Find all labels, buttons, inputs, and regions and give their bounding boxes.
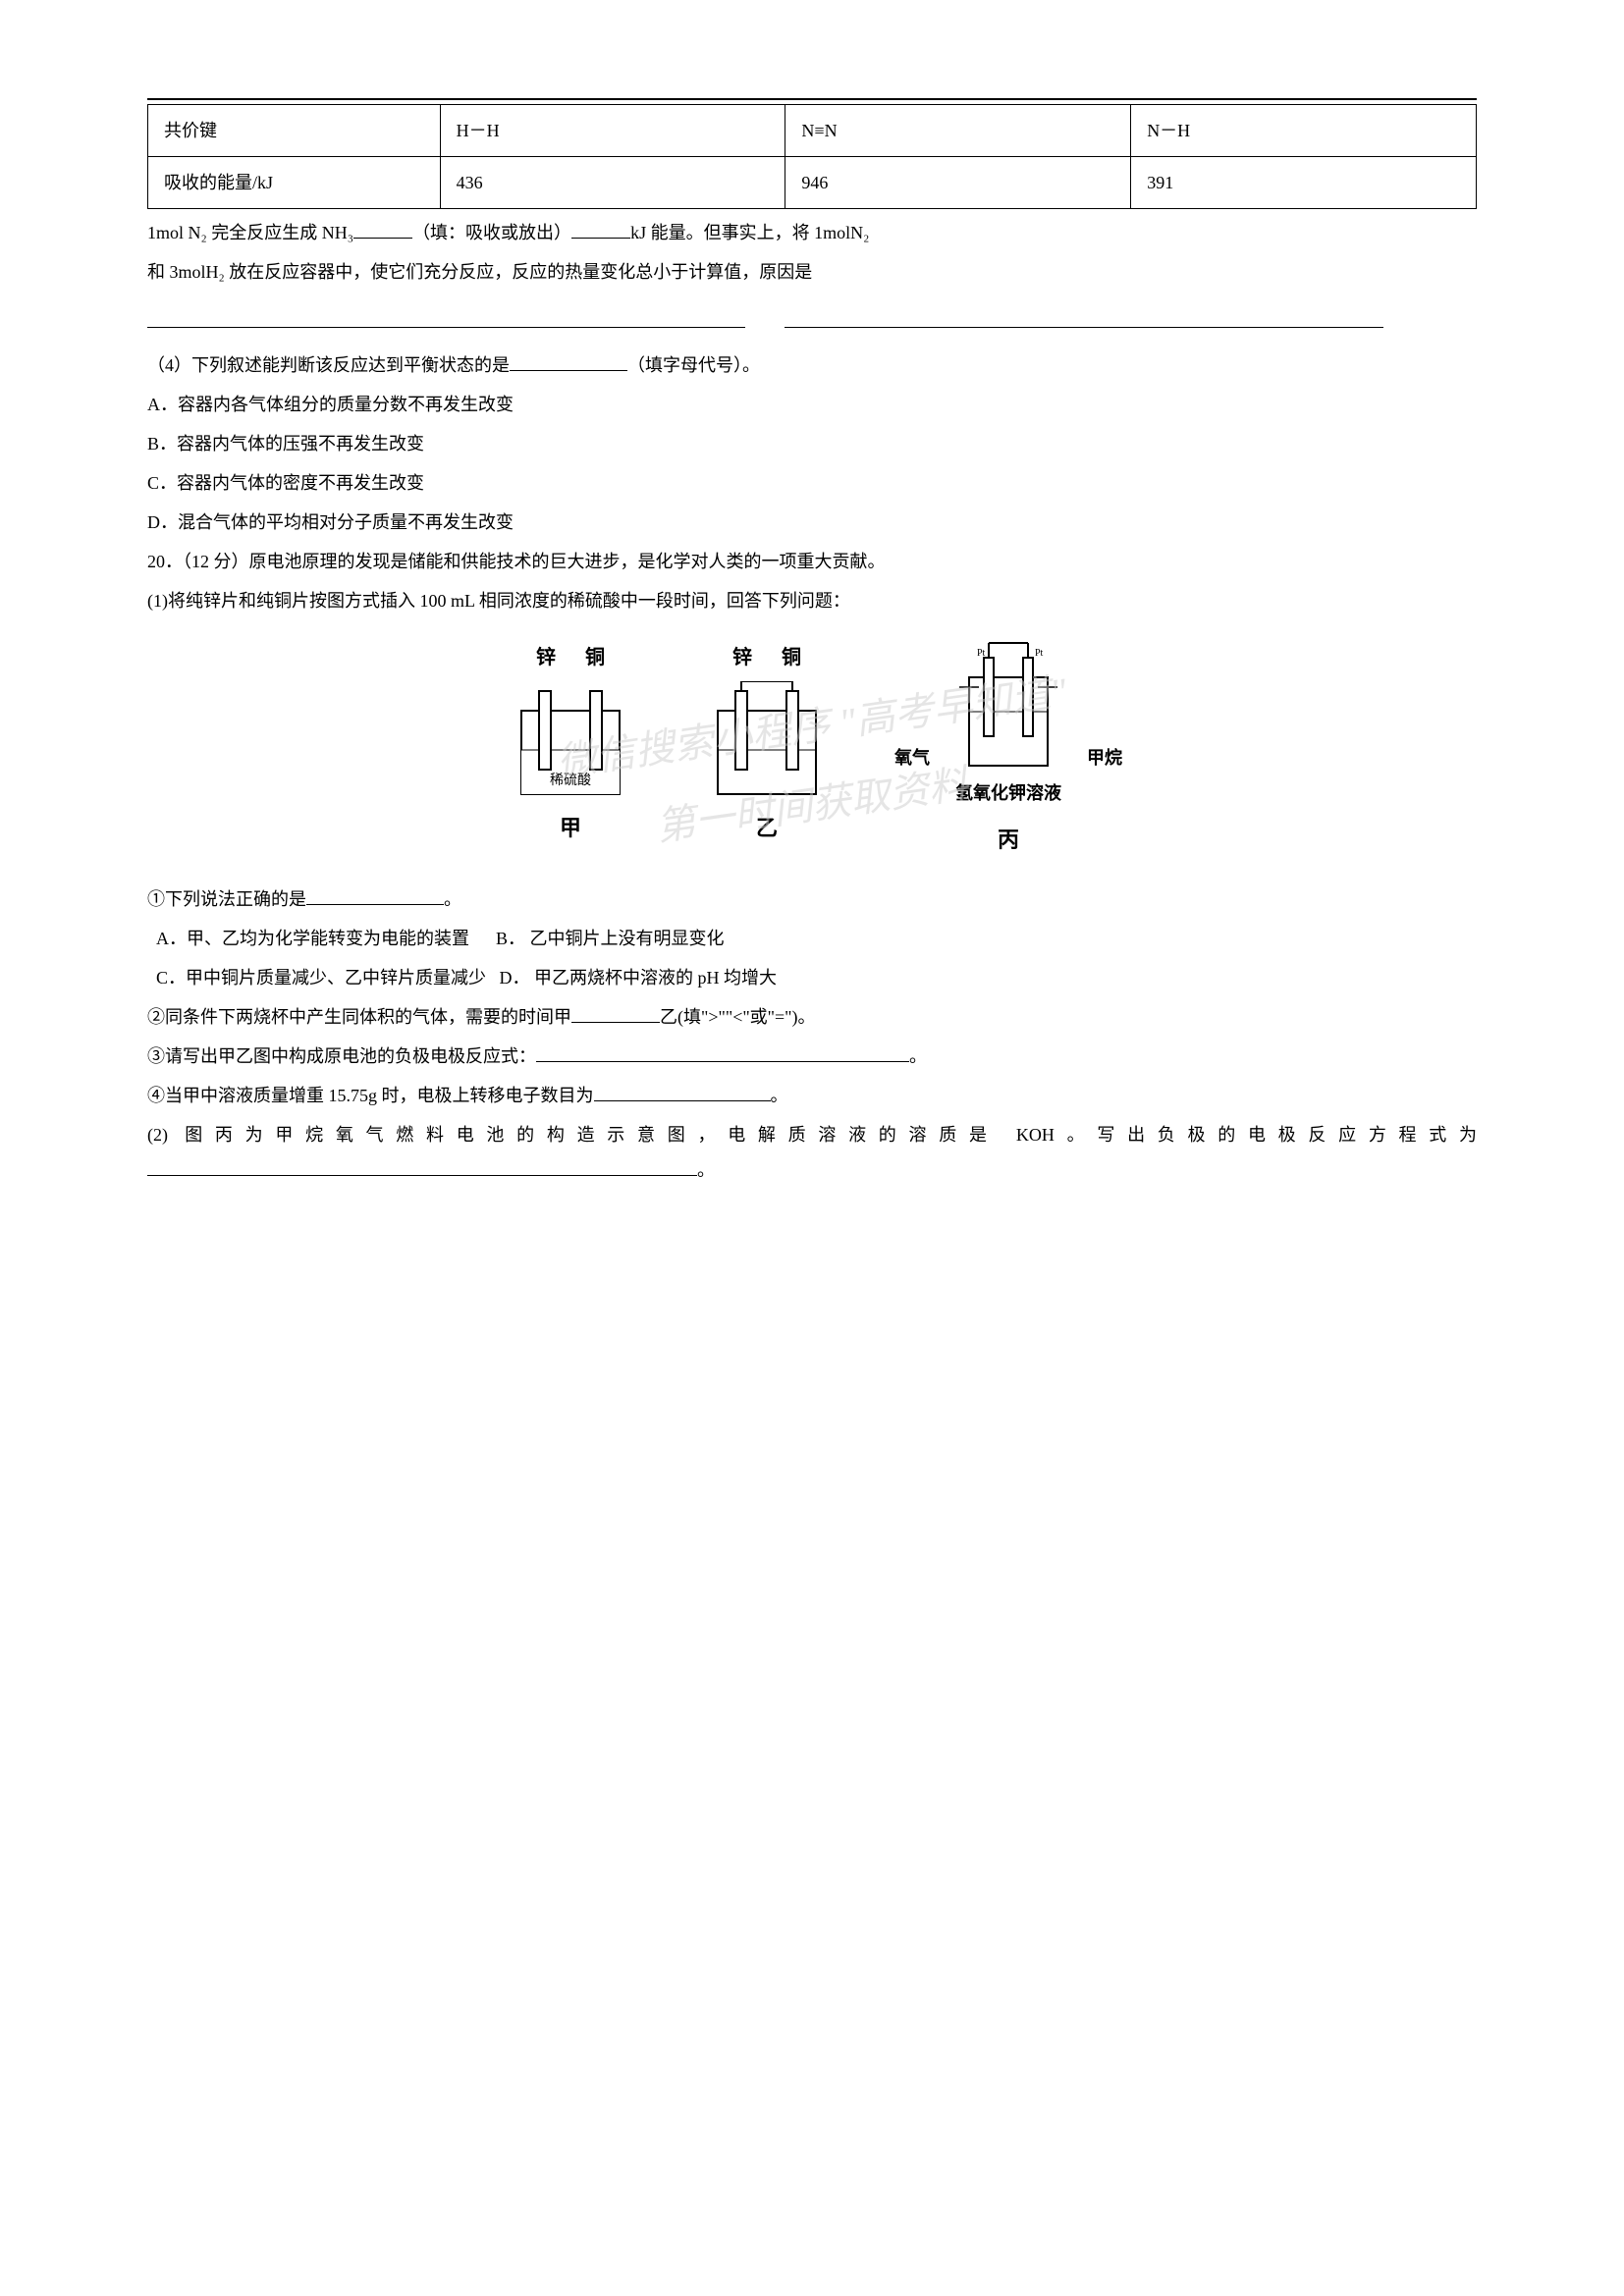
fill-blank	[306, 883, 444, 905]
beaker-bing: 氧气 Pt Pt 甲烷	[894, 638, 1122, 862]
fill-blank-line	[785, 301, 1382, 328]
beaker-svg: 稀硫酸	[502, 681, 639, 799]
question-20-sub1: (1)将纯锌片和纯铜片按图方式插入 100 mL 相同浓度的稀硫酸中一段时间，回…	[147, 583, 1477, 618]
text-segment: ①下列说法正确的是	[147, 889, 306, 909]
text-segment: ④当甲中溶液质量增重 15.75g 时，电极上转移电子数目为	[147, 1086, 594, 1105]
svg-text:Pt: Pt	[1035, 648, 1044, 659]
electrode-labels: 锌 铜	[536, 638, 605, 677]
text-segment: 。	[444, 889, 461, 909]
diagram-container: 微信搜索小程序 "高考早知道" 第一时间获取资料 锌 铜 稀硫酸	[147, 638, 1477, 862]
paragraph-text: 和 3molH₂ 放在反应容器中，使它们充分反应，反应的热量变化总小于计算值，原…	[147, 254, 1477, 290]
fill-blank	[353, 217, 412, 239]
table-cell: 436	[440, 157, 785, 209]
sub-question-3: ③请写出甲乙图中构成原电池的负极电极反应式： 。	[147, 1039, 1477, 1074]
table-header-cell: N－H	[1131, 105, 1477, 157]
text-segment: 。	[771, 1086, 788, 1105]
beaker-yi: 锌 铜 乙	[698, 638, 836, 862]
solution-label: 氢氧化钾溶液	[955, 775, 1061, 811]
text-segment: kJ 能量。但事实上，将 1molN₂	[630, 223, 869, 242]
beaker-svg	[698, 681, 836, 799]
fill-blank	[594, 1080, 771, 1101]
beaker-label: 乙	[756, 807, 778, 850]
text-segment: 。	[697, 1160, 715, 1180]
text-segment: ③请写出甲乙图中构成原电池的负极电极反应式：	[147, 1046, 536, 1066]
electrode-labels: 锌 铜	[732, 638, 801, 677]
text-segment: （4）下列叙述能判断该反应达到平衡状态的是	[147, 355, 510, 375]
options-line-2: C．甲中铜片质量减少、乙中锌片质量减少 D． 甲乙两烧杯中溶液的 pH 均增大	[147, 960, 1477, 995]
svg-text:Pt: Pt	[977, 648, 986, 659]
text-segment: (2) 图丙为甲烷氧气燃料电池的构造示意图，电解质溶液的溶质是 KOH。写出负极…	[147, 1125, 1477, 1145]
table-row: 吸收的能量/kJ 436 946 391	[148, 157, 1477, 209]
option-b: B．容器内气体的压强不再发生改变	[147, 426, 1477, 461]
text-segment: ②同条件下两烧杯中产生同体积的气体，需要的时间甲	[147, 1007, 571, 1027]
table-cell: 吸收的能量/kJ	[148, 157, 441, 209]
fill-blank	[536, 1041, 909, 1062]
gas-label: 甲烷	[1087, 740, 1122, 775]
question-20-sub2: (2) 图丙为甲烷氧气燃料电池的构造示意图，电解质溶液的溶质是 KOH。写出负极…	[147, 1117, 1477, 1188]
fill-blank	[571, 1001, 660, 1023]
table-cell: 946	[785, 157, 1131, 209]
text-hint: （填：吸收或放出）	[412, 223, 571, 242]
text-segment: （填字母代号）。	[627, 355, 760, 375]
fill-blank	[510, 349, 627, 371]
fill-blank	[571, 217, 630, 239]
option-b: B． 乙中铜片上没有明显变化	[496, 929, 725, 948]
options-line-1: A．甲、乙均为化学能转变为电能的装置 B． 乙中铜片上没有明显变化	[147, 921, 1477, 956]
sub-question-4: ④当甲中溶液质量增重 15.75g 时，电极上转移电子数目为 。	[147, 1078, 1477, 1113]
table-cell: 391	[1131, 157, 1477, 209]
fill-blank-line	[147, 301, 745, 328]
option-c: C．容器内气体的密度不再发生改变	[147, 465, 1477, 501]
question-4: （4）下列叙述能判断该反应达到平衡状态的是 （填字母代号）。	[147, 347, 1477, 383]
table-row: 共价键 H－H N≡N N－H	[148, 105, 1477, 157]
page-content: 共价键 H－H N≡N N－H 吸收的能量/kJ 436 946 391 1mo…	[147, 98, 1477, 1188]
solution-label: 稀硫酸	[550, 773, 591, 788]
question-20-header: 20．（12 分）原电池原理的发现是储能和供能技术的巨大进步，是化学对人类的一项…	[147, 544, 1477, 579]
sub-question-2: ②同条件下两烧杯中产生同体积的气体，需要的时间甲 乙(填">""<"或"=")。	[147, 999, 1477, 1035]
text-segment: 1mol N₂ 完全反应生成 NH₃	[147, 223, 353, 242]
beaker-jia: 锌 铜 稀硫酸 甲	[502, 638, 639, 862]
electrode-label: 锌	[536, 638, 556, 677]
option-a: A．容器内各气体组分的质量分数不再发生改变	[147, 387, 1477, 422]
electrode-label: 锌	[732, 638, 752, 677]
table-header-cell: 共价键	[148, 105, 441, 157]
bond-energy-table: 共价键 H－H N≡N N－H 吸收的能量/kJ 436 946 391	[147, 104, 1477, 209]
paragraph-text: 1mol N₂ 完全反应生成 NH₃ （填：吸收或放出） kJ 能量。但事实上，将 …	[147, 215, 1477, 250]
table-header-cell: H－H	[440, 105, 785, 157]
sub-question-1: ①下列说法正确的是 。	[147, 881, 1477, 917]
beaker-label: 甲	[560, 807, 581, 850]
text-segment: 。	[909, 1046, 927, 1066]
beaker-label: 丙	[998, 819, 1019, 862]
table-header-cell: N≡N	[785, 105, 1131, 157]
option-a: A．甲、乙均为化学能转变为电能的装置	[156, 929, 469, 948]
electrode-label: 铜	[782, 638, 801, 677]
text-segment: 乙(填">""<"或"=")。	[660, 1007, 816, 1027]
beakers-row: 锌 铜 稀硫酸 甲 锌 铜	[147, 638, 1477, 862]
gas-label: 氧气	[894, 740, 930, 775]
option-d: D．混合气体的平均相对分子质量不再发生改变	[147, 505, 1477, 540]
option-d: D． 甲乙两烧杯中溶液的 pH 均增大	[500, 968, 778, 988]
option-c: C．甲中铜片质量减少、乙中锌片质量减少	[156, 968, 486, 988]
fuel-cell-svg: Pt Pt	[940, 638, 1077, 775]
fill-blank	[147, 1154, 697, 1176]
electrode-label: 铜	[585, 638, 605, 677]
